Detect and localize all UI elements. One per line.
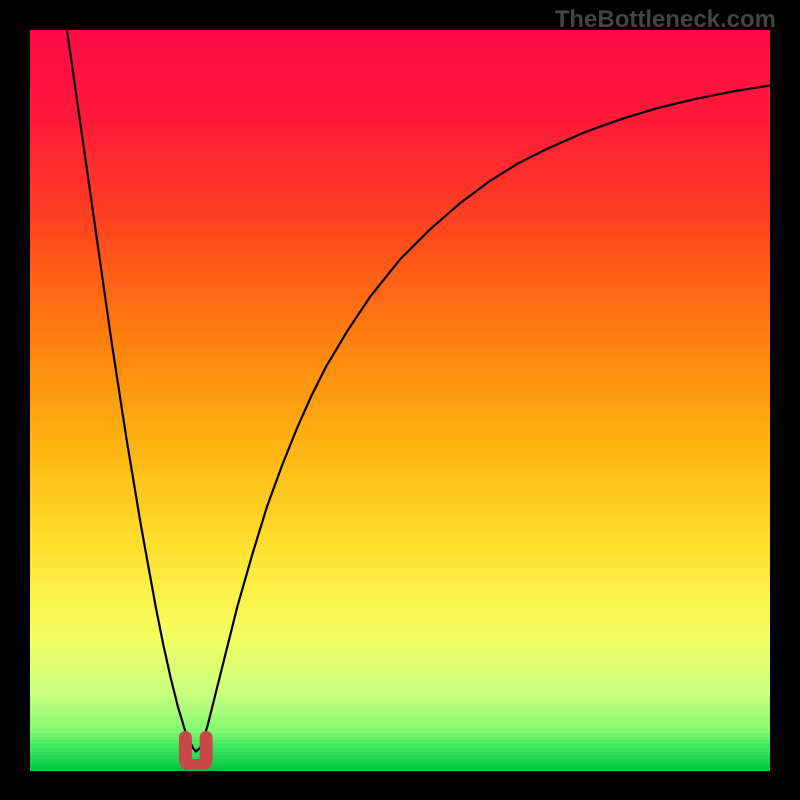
- watermark-text: TheBottleneck.com: [555, 6, 776, 34]
- chart-stage: TheBottleneck.com: [0, 0, 800, 800]
- plot-area: [30, 30, 770, 770]
- gradient-strip: [30, 766, 770, 771]
